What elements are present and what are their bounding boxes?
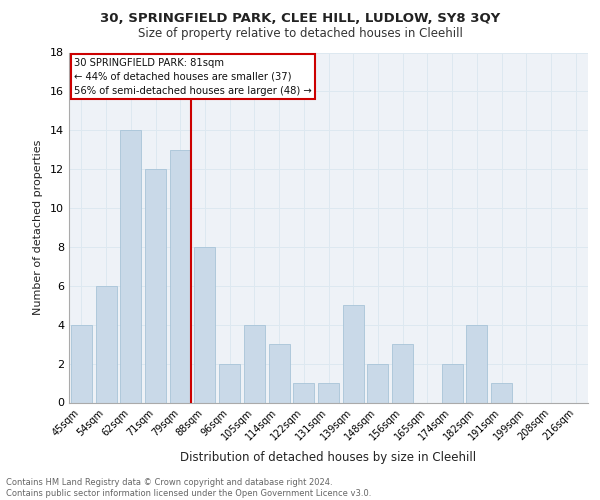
Bar: [244, 324, 265, 402]
Bar: [95, 286, 116, 403]
Bar: [318, 383, 339, 402]
Bar: [293, 383, 314, 402]
Bar: [442, 364, 463, 403]
Bar: [367, 364, 388, 403]
Text: Size of property relative to detached houses in Cleehill: Size of property relative to detached ho…: [137, 28, 463, 40]
Bar: [170, 150, 191, 402]
X-axis label: Distribution of detached houses by size in Cleehill: Distribution of detached houses by size …: [181, 450, 476, 464]
Bar: [269, 344, 290, 403]
Bar: [120, 130, 141, 402]
Y-axis label: Number of detached properties: Number of detached properties: [33, 140, 43, 315]
Text: Contains HM Land Registry data © Crown copyright and database right 2024.
Contai: Contains HM Land Registry data © Crown c…: [6, 478, 371, 498]
Text: 30 SPRINGFIELD PARK: 81sqm
← 44% of detached houses are smaller (37)
56% of semi: 30 SPRINGFIELD PARK: 81sqm ← 44% of deta…: [74, 58, 312, 96]
Bar: [194, 247, 215, 402]
Bar: [491, 383, 512, 402]
Bar: [219, 364, 240, 403]
Text: 30, SPRINGFIELD PARK, CLEE HILL, LUDLOW, SY8 3QY: 30, SPRINGFIELD PARK, CLEE HILL, LUDLOW,…: [100, 12, 500, 26]
Bar: [343, 306, 364, 402]
Bar: [71, 324, 92, 402]
Bar: [392, 344, 413, 403]
Bar: [145, 169, 166, 402]
Bar: [466, 324, 487, 402]
